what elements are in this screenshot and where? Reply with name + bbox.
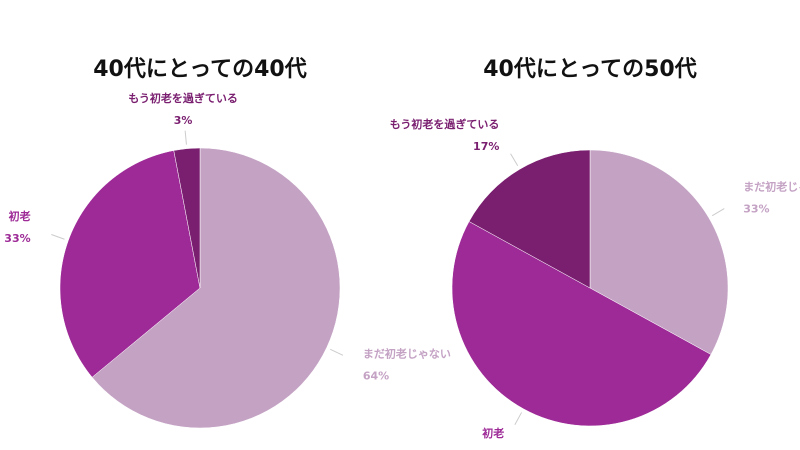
- pie-slice: [451, 221, 712, 426]
- leader-line: [510, 153, 519, 167]
- leader-line: [711, 208, 725, 217]
- leader-line: [51, 234, 65, 240]
- slice-label: もう初老を過ぎている: [390, 117, 500, 131]
- slice-label: もう初老を過ぎている: [128, 91, 238, 105]
- pie-slice: [59, 150, 201, 378]
- chart-title: 40代にとっての40代: [93, 57, 306, 82]
- slice-value-label: 3%: [174, 114, 193, 127]
- slice-value-label: 17%: [473, 140, 499, 153]
- slice-value-label: 33%: [743, 202, 769, 215]
- slice-value-label: 33%: [4, 232, 30, 245]
- pie-slice: [468, 149, 591, 289]
- chart-title: 40代にとっての50代: [483, 57, 696, 82]
- slice-label: まだ初老じゃない: [363, 347, 451, 361]
- leader-line: [330, 348, 344, 356]
- pie-slice: [173, 147, 201, 289]
- pie-slice: [589, 149, 729, 355]
- leader-line: [514, 412, 523, 425]
- slice-value-label: 64%: [363, 370, 389, 383]
- slice-label: 初老: [9, 209, 31, 223]
- slice-label: まだ初老じゃない: [743, 179, 800, 193]
- leader-line: [184, 130, 187, 145]
- slice-label: 初老: [482, 426, 504, 440]
- pie-slice: [91, 147, 341, 429]
- slice-value-label: 50%: [478, 449, 504, 450]
